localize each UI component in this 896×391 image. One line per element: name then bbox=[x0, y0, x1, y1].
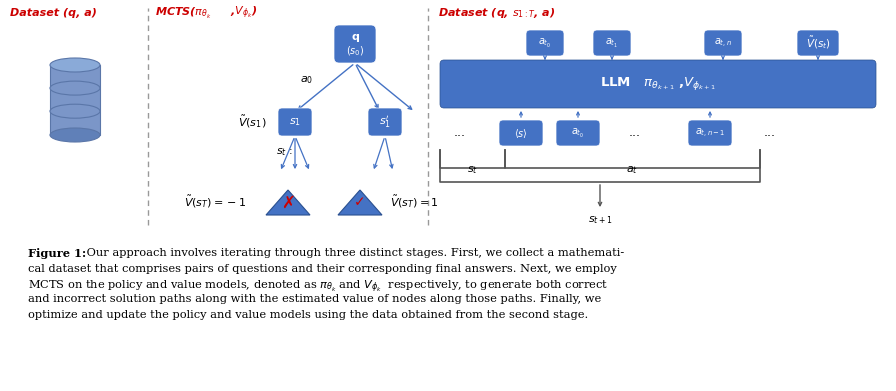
Text: $s_1$: $s_1$ bbox=[289, 116, 301, 128]
Text: $a_{t_1}$: $a_{t_1}$ bbox=[606, 36, 618, 50]
Text: ...: ... bbox=[764, 127, 776, 140]
Text: $a_t$: $a_t$ bbox=[626, 164, 639, 176]
Text: Dataset (q, $s_{1:T}$, a): Dataset (q, $s_{1:T}$, a) bbox=[438, 6, 556, 20]
Text: optimize and update the policy and value models using the data obtained from the: optimize and update the policy and value… bbox=[28, 310, 589, 320]
Text: Our approach involves iterating through three distinct stages. First, we collect: Our approach involves iterating through … bbox=[83, 248, 625, 258]
Text: q: q bbox=[351, 32, 359, 42]
Text: $a_{t_0}$: $a_{t_0}$ bbox=[572, 126, 584, 140]
Text: $s_t$ :: $s_t$ : bbox=[277, 146, 294, 158]
Text: MCTS($\pi_{\theta_k}$: MCTS($\pi_{\theta_k}$ bbox=[155, 5, 211, 21]
FancyBboxPatch shape bbox=[334, 25, 376, 63]
Text: $a_0$: $a_0$ bbox=[300, 74, 314, 86]
Text: ,$V_{\phi_k}$): ,$V_{\phi_k}$) bbox=[230, 5, 257, 21]
Text: $\langle s \rangle$: $\langle s \rangle$ bbox=[514, 127, 528, 140]
FancyBboxPatch shape bbox=[526, 30, 564, 56]
Polygon shape bbox=[338, 190, 382, 215]
FancyBboxPatch shape bbox=[499, 120, 543, 146]
FancyBboxPatch shape bbox=[797, 30, 839, 56]
Text: LLM   $\pi_{\theta_{k+1}}$ ,$V_{\phi_{k+1}}$: LLM $\pi_{\theta_{k+1}}$ ,$V_{\phi_{k+1}… bbox=[600, 75, 716, 93]
Text: ✗: ✗ bbox=[281, 194, 295, 212]
Text: $a_{t,n}$: $a_{t,n}$ bbox=[714, 36, 732, 50]
Text: $s_1'$: $s_1'$ bbox=[379, 114, 391, 130]
Text: ...: ... bbox=[454, 127, 466, 140]
FancyBboxPatch shape bbox=[593, 30, 631, 56]
FancyBboxPatch shape bbox=[278, 108, 312, 136]
Text: $a_{t,n-1}$: $a_{t,n-1}$ bbox=[694, 126, 725, 140]
Text: $\tilde{V}(s_T) = -1$: $\tilde{V}(s_T) = -1$ bbox=[184, 194, 246, 210]
Text: MCTS on the policy and value models, denoted as $\pi_{\theta_k}$ and $V_{\phi_k}: MCTS on the policy and value models, den… bbox=[28, 279, 608, 295]
Ellipse shape bbox=[50, 58, 100, 72]
FancyBboxPatch shape bbox=[704, 30, 742, 56]
FancyBboxPatch shape bbox=[368, 108, 402, 136]
Text: $\tilde{V}(s_1)$: $\tilde{V}(s_1)$ bbox=[237, 114, 266, 130]
Text: ...: ... bbox=[629, 127, 641, 140]
Text: cal dataset that comprises pairs of questions and their corresponding final answ: cal dataset that comprises pairs of ques… bbox=[28, 264, 616, 273]
Text: $s_{t+1}$: $s_{t+1}$ bbox=[588, 214, 612, 226]
FancyBboxPatch shape bbox=[688, 120, 732, 146]
Bar bbox=[50, 65, 100, 135]
Ellipse shape bbox=[50, 104, 100, 118]
FancyBboxPatch shape bbox=[556, 120, 600, 146]
Text: and incorrect solution paths along with the estimated value of nodes along those: and incorrect solution paths along with … bbox=[28, 294, 601, 305]
FancyBboxPatch shape bbox=[440, 60, 876, 108]
Text: Dataset (q, a): Dataset (q, a) bbox=[10, 8, 97, 18]
Text: $\tilde{V}(s_t)$: $\tilde{V}(s_t)$ bbox=[806, 35, 831, 51]
Text: ✓: ✓ bbox=[354, 196, 366, 210]
Text: $a_{t_0}$: $a_{t_0}$ bbox=[538, 36, 552, 50]
Ellipse shape bbox=[50, 81, 100, 95]
Text: $(s_0)$: $(s_0)$ bbox=[346, 44, 364, 58]
Polygon shape bbox=[266, 190, 310, 215]
Text: $\tilde{V}(s_T) = 1$: $\tilde{V}(s_T) = 1$ bbox=[390, 194, 439, 210]
Text: Figure 1:: Figure 1: bbox=[28, 248, 86, 259]
Ellipse shape bbox=[50, 128, 100, 142]
Text: $s_t$: $s_t$ bbox=[467, 164, 478, 176]
